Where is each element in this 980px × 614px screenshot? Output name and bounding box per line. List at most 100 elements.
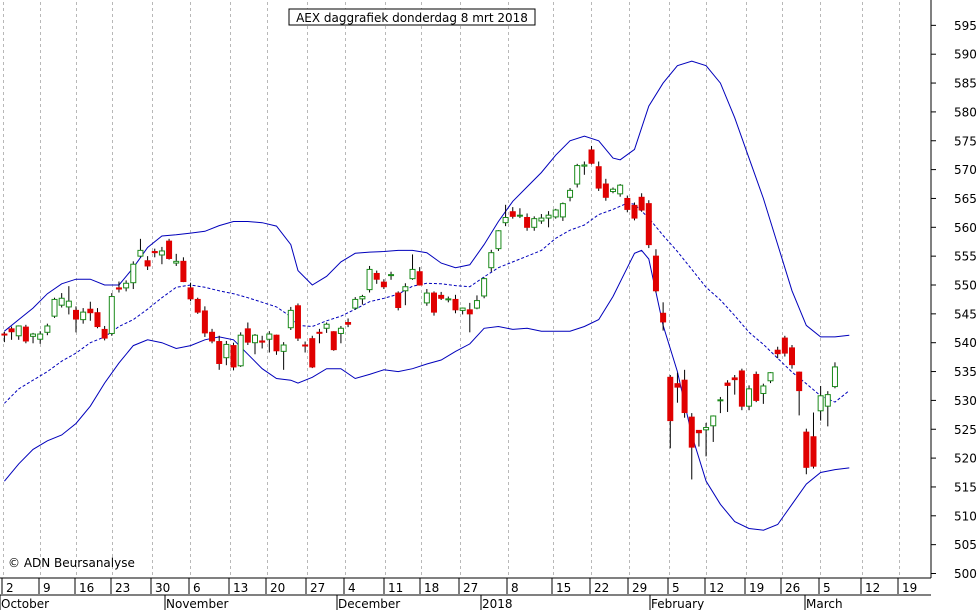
candle-body-34 [244,328,251,343]
candle-body-4 [30,333,37,337]
candle-body-53 [380,281,387,288]
candle-88 [631,202,638,221]
candle-61 [438,291,445,301]
candle-1 [8,326,15,340]
candle-body-68 [488,252,495,269]
candle-body-77 [552,209,559,218]
candle-body-35 [252,334,258,344]
candle-14 [101,325,108,341]
x-tick-label-3: 23 [115,581,130,595]
candle-74 [531,216,538,231]
candle-63 [452,294,459,314]
x-tick-label-0: 2 [6,581,14,595]
candle-body-2 [15,325,22,337]
candle-body-91 [652,255,659,292]
candle-15 [108,293,115,336]
candle-37 [266,331,273,353]
candle-101 [724,380,731,412]
candle-17 [123,280,130,292]
x-tick-label-19: 19 [749,581,764,595]
credit-label: © ADN Beursanalyse [8,556,135,570]
candle-body-101 [724,382,731,386]
candle-96 [688,413,695,480]
candle-body-63 [452,298,459,311]
candle-body-37 [266,333,273,340]
x-tick-label-6: 13 [233,581,248,595]
candle-50 [359,294,366,305]
candle-59 [423,289,430,306]
candle-34 [244,322,251,346]
candle-body-54 [388,274,395,277]
candle-24 [173,253,180,266]
candle-66 [473,295,480,310]
x-tick-label-9: 4 [348,581,356,595]
candle-body-40 [287,309,294,329]
candle-83 [595,161,602,191]
candle-body-112 [803,431,810,468]
candle-body-44 [316,331,323,334]
candle-body-109 [781,337,788,354]
y-tick-labels: 500 505 510 515 520 525 530 535 540 545 550 555 560 5… [931,19,977,581]
candle-body-47 [337,327,344,334]
candle-body-18 [130,263,137,284]
candle-body-27 [194,298,201,313]
candle-114 [817,385,824,421]
x-tick-label-2: 16 [79,581,94,595]
x-tick-label-7: 20 [270,581,285,595]
candle-body-89 [638,196,645,211]
candle-body-86 [617,184,624,195]
candle-body-6 [44,325,51,333]
candle-body-80 [574,165,581,185]
candle-87 [624,195,631,213]
candle-body-8 [58,297,65,306]
candle-110 [789,345,795,369]
candle-103 [738,368,745,411]
candle-body-92 [660,312,667,323]
x-tick-label-10: 11 [388,581,403,595]
candle-body-60 [431,292,437,313]
candle-body-17 [123,282,130,289]
moving-average-line [4,202,850,404]
candle-97 [695,429,702,447]
candle-body-71 [509,211,516,217]
y-tick-label-3: 515 [954,480,977,494]
chart-title-box: AEX daggrafiek donderdag 8 mrt 2018 [288,8,536,26]
upper-band-line [4,60,850,338]
candle-body-15 [108,296,115,334]
y-tick-label-12: 560 [954,221,977,235]
candle-84 [602,178,609,201]
candle-body-79 [567,189,574,198]
candle-body-76 [545,214,552,219]
candle-109 [781,335,788,357]
x-tick-label-5: 6 [193,581,201,595]
candle-73 [524,213,531,231]
y-tick-label-16: 580 [954,105,977,119]
candle-29 [209,328,216,344]
candle-47 [337,325,344,344]
candle-body-67 [481,278,488,297]
candle-body-55 [395,292,402,309]
candle-body-83 [595,166,602,189]
candle-body-108 [774,349,781,355]
month-label-4: February [651,597,704,610]
candle-86 [617,184,624,197]
candle-55 [395,291,402,311]
candle-body-85 [610,188,616,193]
candle-body-107 [767,372,774,382]
candle-9 [65,286,72,315]
candle-body-99 [710,415,717,427]
y-tick-label-7: 535 [954,365,977,379]
candle-body-22 [158,250,165,256]
x-tick-label-13: 8 [511,581,519,595]
month-label-2: December [338,597,400,610]
candle-body-90 [645,203,652,246]
y-tick-label-18: 590 [954,48,977,62]
candle-53 [380,279,387,290]
candle-52 [373,270,380,284]
candle-body-59 [423,292,430,304]
candle-41 [294,303,301,341]
y-tick-label-8: 540 [954,336,977,350]
x-tick-label-14: 15 [556,581,571,595]
candle-13 [94,308,101,329]
candle-body-38 [273,334,280,352]
